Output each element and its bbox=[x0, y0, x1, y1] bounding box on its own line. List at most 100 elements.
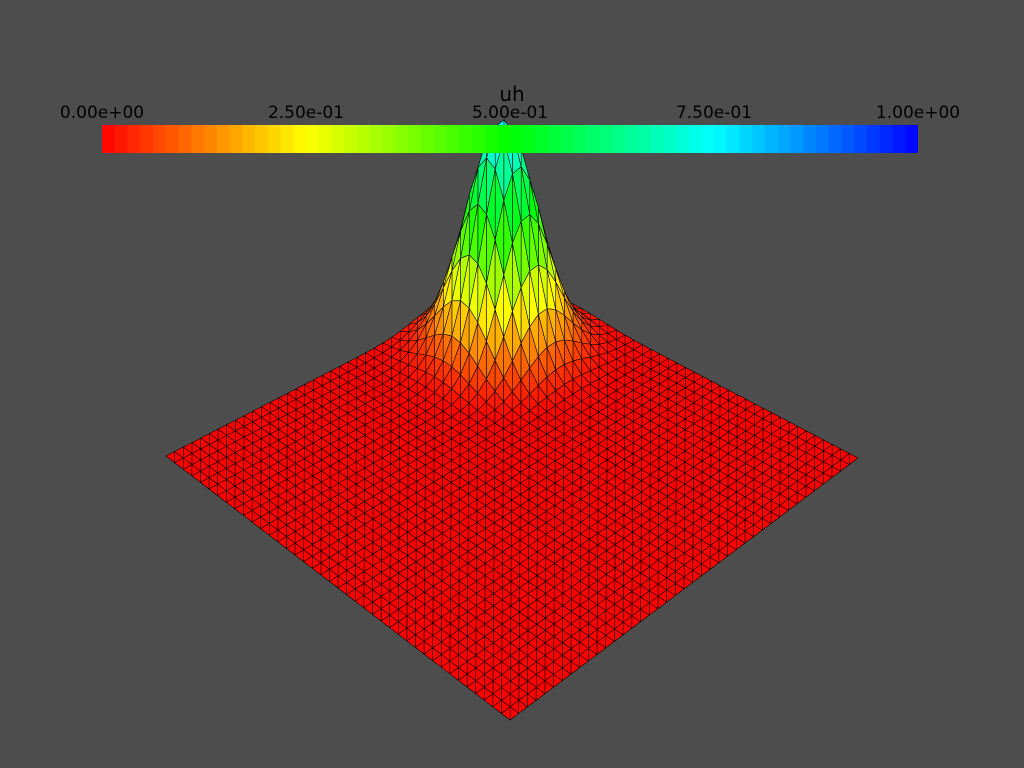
mesh-triangle bbox=[363, 601, 373, 615]
colorbar-band bbox=[178, 125, 192, 153]
colorbar-band bbox=[803, 125, 817, 153]
colorbar-band bbox=[395, 125, 409, 153]
mesh-triangle bbox=[165, 451, 175, 463]
mesh-triangle bbox=[406, 634, 416, 648]
colorbar-band bbox=[497, 125, 511, 153]
mesh-triangle bbox=[849, 453, 859, 465]
colorbar-band bbox=[191, 125, 205, 153]
colorbar-band bbox=[535, 125, 549, 153]
colorbar-band bbox=[663, 125, 677, 153]
mesh-triangle bbox=[605, 635, 615, 649]
colorbar-band bbox=[561, 125, 575, 153]
mesh-triangle bbox=[174, 457, 184, 470]
colorbar-band bbox=[280, 125, 294, 153]
mesh-triangle bbox=[260, 523, 270, 536]
colorbar-band bbox=[765, 125, 779, 153]
colorbar-band bbox=[510, 125, 524, 153]
colorbar-band bbox=[828, 125, 843, 153]
colorbar-band bbox=[382, 125, 396, 153]
colorbar-band bbox=[306, 125, 320, 153]
mesh-triangle bbox=[399, 324, 410, 333]
mesh-triangle bbox=[311, 562, 322, 576]
colorbar-band bbox=[242, 125, 256, 153]
colorbar-band bbox=[522, 125, 537, 153]
colorbar-band bbox=[714, 125, 728, 153]
colorbar-band bbox=[841, 125, 855, 153]
colorbar-band bbox=[675, 125, 690, 153]
mesh-triangle bbox=[234, 503, 244, 516]
colorbar-band bbox=[854, 125, 868, 153]
colorbar-band bbox=[548, 125, 562, 153]
mesh-triangle bbox=[648, 602, 659, 616]
colorbar-band bbox=[318, 125, 333, 153]
colorbar-band bbox=[752, 125, 766, 153]
colorbar-band bbox=[879, 125, 894, 153]
colorbar-band bbox=[612, 125, 626, 153]
mesh-triangle bbox=[225, 497, 236, 510]
mesh-triangle bbox=[346, 588, 356, 602]
colorbar-band bbox=[624, 125, 639, 153]
colorbar-band bbox=[369, 125, 384, 153]
colorbar-band bbox=[127, 125, 141, 153]
mesh-triangle bbox=[372, 608, 382, 622]
colorbar-band bbox=[153, 125, 167, 153]
mesh-triangle bbox=[492, 700, 502, 714]
colorbar-band bbox=[267, 125, 282, 153]
colorbar-band bbox=[114, 125, 129, 153]
colorbar-band bbox=[216, 125, 231, 153]
colorbar-band bbox=[204, 125, 218, 153]
mesh-triangle bbox=[501, 706, 511, 721]
colorbar-band bbox=[573, 125, 588, 153]
colorbar-band bbox=[790, 125, 804, 153]
mesh-triangle bbox=[727, 544, 737, 557]
mesh-triangle bbox=[380, 614, 390, 628]
colorbar-band bbox=[229, 125, 243, 153]
colorbar-band bbox=[484, 125, 498, 153]
colorbar-tick-label: 7.50e-01 bbox=[675, 103, 753, 123]
mesh-triangle bbox=[581, 308, 591, 315]
colorbar-band bbox=[777, 125, 792, 153]
mesh-triangle bbox=[397, 628, 408, 642]
colorbar-band bbox=[650, 125, 664, 153]
colorbar-band bbox=[867, 125, 881, 153]
colorbar-tick-label: 2.50e-01 bbox=[267, 103, 345, 123]
mesh-triangle bbox=[251, 516, 261, 529]
mesh-triangle bbox=[182, 464, 193, 477]
colorbar-band bbox=[165, 125, 180, 153]
mesh-triangle bbox=[268, 529, 279, 543]
colorbar-band bbox=[293, 125, 307, 153]
mesh-triangle bbox=[458, 673, 468, 688]
mesh-triangle bbox=[191, 470, 201, 483]
surface-mesh bbox=[165, 119, 859, 721]
mesh-triangle bbox=[423, 647, 433, 661]
colorbar-band bbox=[446, 125, 460, 153]
colorbar-band bbox=[726, 125, 741, 153]
colorbar-band bbox=[905, 125, 918, 153]
mesh-triangle bbox=[527, 693, 537, 708]
colorbar-band bbox=[471, 125, 486, 153]
mesh-triangle bbox=[535, 687, 546, 701]
mesh-triangle bbox=[303, 556, 313, 569]
mesh-triangle bbox=[277, 536, 287, 549]
colorbar-band bbox=[408, 125, 422, 153]
colorbar-band bbox=[701, 125, 715, 153]
colorbar bbox=[102, 125, 918, 153]
colorbar-tick-label: 1.00e+00 bbox=[875, 103, 961, 123]
colorbar-band bbox=[637, 125, 651, 153]
mesh-triangle bbox=[415, 641, 425, 655]
mesh-triangle bbox=[449, 667, 459, 681]
mesh-triangle bbox=[432, 654, 442, 668]
mesh-triangle bbox=[294, 549, 304, 562]
colorbar-band bbox=[459, 125, 473, 153]
colorbar-band bbox=[420, 125, 435, 153]
mesh-triangle bbox=[217, 490, 227, 503]
mesh-triangle bbox=[466, 680, 476, 694]
colorbar-title: uh bbox=[499, 82, 525, 106]
colorbar-band bbox=[586, 125, 600, 153]
mesh-triangle bbox=[320, 569, 330, 582]
mesh-triangle bbox=[243, 510, 253, 523]
mesh-triangle bbox=[389, 621, 399, 635]
colorbar-tick-label: 5.00e-01 bbox=[471, 103, 549, 123]
